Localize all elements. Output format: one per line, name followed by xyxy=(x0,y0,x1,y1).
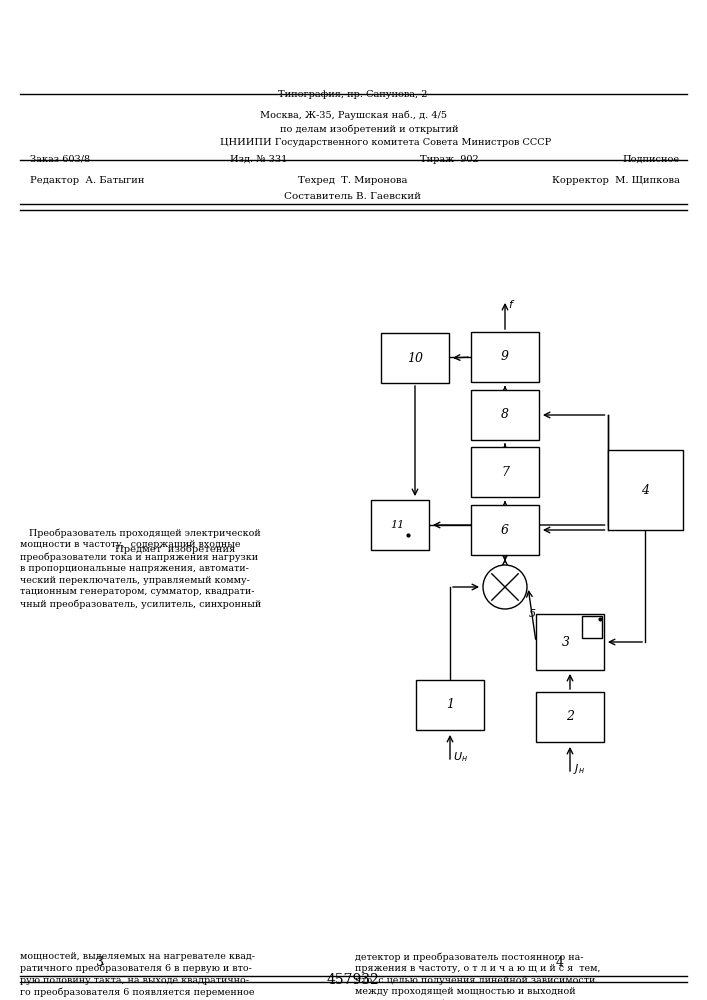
Text: 9: 9 xyxy=(501,351,509,363)
Text: Редактор  А. Батыгин: Редактор А. Батыгин xyxy=(30,176,144,185)
Text: 11: 11 xyxy=(390,520,404,530)
Text: Составитель В. Гаевский: Составитель В. Гаевский xyxy=(284,192,421,201)
Bar xyxy=(371,500,429,550)
Bar xyxy=(607,450,682,530)
Text: 1: 1 xyxy=(446,698,454,712)
Bar xyxy=(471,447,539,497)
Bar xyxy=(536,614,604,670)
Text: Подписное: Подписное xyxy=(623,155,680,164)
Text: Техред  Т. Миронова: Техред Т. Миронова xyxy=(298,176,408,185)
Bar xyxy=(416,680,484,730)
Text: Предмет  изобретения: Предмет изобретения xyxy=(115,545,235,554)
Text: Москва, Ж-35, Раушская наб., д. 4/5: Москва, Ж-35, Раушская наб., д. 4/5 xyxy=(260,110,447,119)
Text: Тираж  902: Тираж 902 xyxy=(420,155,479,164)
Text: Типография, пр. Сапунова, 2: Типография, пр. Сапунова, 2 xyxy=(279,90,428,99)
Bar xyxy=(471,390,539,440)
Text: мощностей, выделяемых на нагревателе квад-
ратичного преобразователя 6 в первую : мощностей, выделяемых на нагревателе ква… xyxy=(20,952,265,1000)
Text: Корректор  М. Щипкова: Корректор М. Щипкова xyxy=(552,176,680,185)
Text: 457932: 457932 xyxy=(327,973,380,987)
Text: 3: 3 xyxy=(96,956,104,968)
Bar xyxy=(582,616,602,638)
Text: 7: 7 xyxy=(501,466,509,479)
Text: 3: 3 xyxy=(562,636,570,648)
Text: ЦНИИПИ Государственного комитета Совета Министров СССР: ЦНИИПИ Государственного комитета Совета … xyxy=(220,138,551,147)
Text: 10: 10 xyxy=(407,352,423,364)
Text: $J_н$: $J_н$ xyxy=(573,762,585,776)
Bar xyxy=(381,333,449,383)
Bar xyxy=(471,505,539,555)
Text: Заказ 603/8: Заказ 603/8 xyxy=(30,155,90,164)
Text: по делам изобретений и открытий: по делам изобретений и открытий xyxy=(280,124,459,133)
Text: 8: 8 xyxy=(501,408,509,422)
Text: $U_н$: $U_н$ xyxy=(453,750,468,764)
Text: 2: 2 xyxy=(566,710,574,724)
Text: 6: 6 xyxy=(501,524,509,536)
Text: $f$: $f$ xyxy=(508,298,515,310)
Text: 4: 4 xyxy=(641,484,649,496)
Text: Преобразователь проходящей электрической
мощности в частоту,  содержащий входные: Преобразователь проходящей электрической… xyxy=(20,528,262,609)
Text: детектор и преобразователь постоянного на-
пряжения в частоту, о т л и ч а ю щ и: детектор и преобразователь постоянного н… xyxy=(355,952,600,1000)
Circle shape xyxy=(483,565,527,609)
Text: 5: 5 xyxy=(530,609,537,619)
Text: 4: 4 xyxy=(556,956,564,968)
Text: Изд. № 331: Изд. № 331 xyxy=(230,155,287,164)
Bar xyxy=(536,692,604,742)
Bar xyxy=(471,332,539,382)
